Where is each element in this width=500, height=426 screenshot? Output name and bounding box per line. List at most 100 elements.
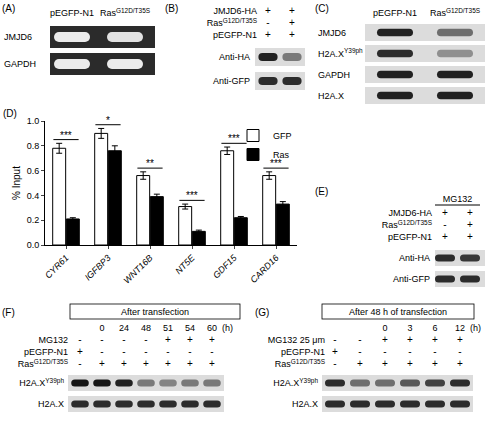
svg-text:After 48 h of transfection: After 48 h of transfection: [349, 307, 447, 317]
svg-text:54: 54: [185, 323, 195, 333]
svg-text:(G): (G): [255, 307, 269, 318]
svg-text:pEGFP-N1: pEGFP-N1: [213, 30, 257, 40]
svg-text:+: +: [289, 5, 295, 16]
svg-text:RasG12D/T35S: RasG12D/T35S: [18, 358, 69, 370]
svg-text:0: 0: [382, 323, 387, 333]
svg-text:(h): (h): [222, 323, 233, 333]
svg-text:Anti-HA: Anti-HA: [399, 253, 430, 263]
svg-text:+: +: [407, 334, 413, 345]
svg-text:+: +: [442, 207, 448, 218]
svg-text:pEGFP-N1: pEGFP-N1: [24, 347, 68, 357]
svg-text:0.2: 0.2: [27, 215, 40, 225]
svg-text:***: ***: [270, 158, 282, 169]
svg-text:JMJD6-HA: JMJD6-HA: [388, 208, 432, 218]
svg-text:(D): (D): [3, 108, 17, 119]
svg-text:0.8: 0.8: [27, 141, 40, 151]
svg-text:H2A.X: H2A.X: [318, 91, 344, 101]
svg-text:RasG12D/T35S: RasG12D/T35S: [382, 219, 433, 231]
svg-text:+: +: [289, 17, 295, 28]
svg-text:24: 24: [119, 323, 129, 333]
svg-text:MG132 25 μm: MG132 25 μm: [268, 335, 325, 345]
svg-text:+: +: [165, 334, 171, 345]
svg-text:+: +: [265, 5, 271, 16]
svg-text:+: +: [121, 358, 127, 369]
svg-text:-: -: [144, 346, 147, 357]
svg-text:Anti-GFP: Anti-GFP: [393, 274, 430, 284]
svg-text:***: ***: [60, 130, 72, 141]
svg-text:RasG12D/T35S: RasG12D/T35S: [430, 7, 481, 19]
svg-text:pEGFP-N1: pEGFP-N1: [281, 347, 325, 357]
svg-text:+: +: [467, 231, 473, 242]
svg-text:H2A.XY39ph: H2A.XY39ph: [318, 47, 363, 59]
svg-text:0.0: 0.0: [27, 240, 40, 250]
svg-text:(B): (B): [165, 3, 178, 14]
svg-text:-: -: [408, 346, 411, 357]
svg-text:-: -: [210, 346, 213, 357]
svg-text:After transfection: After transfection: [121, 307, 189, 317]
svg-text:+: +: [187, 334, 193, 345]
svg-text:-: -: [383, 346, 386, 357]
svg-text:RasG12D/T35S: RasG12D/T35S: [207, 17, 258, 29]
svg-text:-: -: [144, 334, 147, 345]
svg-text:0.6: 0.6: [27, 166, 40, 176]
svg-text:GAPDH: GAPDH: [4, 59, 36, 69]
svg-text:GDF15: GDF15: [211, 252, 239, 280]
svg-text:(C): (C): [315, 3, 329, 14]
svg-text:pEGFP-N1: pEGFP-N1: [388, 232, 432, 242]
svg-text:*: *: [106, 115, 110, 126]
svg-text:+: +: [187, 358, 193, 369]
svg-text:Anti-GFP: Anti-GFP: [213, 76, 250, 86]
svg-text:-: -: [122, 346, 125, 357]
svg-text:pEGFP-N1: pEGFP-N1: [373, 8, 417, 18]
svg-text:+: +: [407, 358, 413, 369]
svg-text:H2A.X: H2A.X: [38, 399, 64, 409]
svg-text:JMJD6: JMJD6: [318, 28, 346, 38]
svg-text:(F): (F): [2, 307, 15, 318]
svg-text:***: ***: [186, 190, 198, 201]
svg-text:-: -: [78, 334, 81, 345]
svg-text:+: +: [457, 358, 463, 369]
svg-text:51: 51: [163, 323, 173, 333]
svg-text:+: +: [209, 358, 215, 369]
svg-text:CARD16: CARD16: [248, 253, 280, 285]
svg-text:-: -: [358, 346, 361, 357]
svg-text:3: 3: [407, 323, 412, 333]
svg-text:+: +: [467, 207, 473, 218]
svg-text:+: +: [165, 358, 171, 369]
svg-text:pEGFP-N1: pEGFP-N1: [50, 8, 94, 18]
svg-text:-: -: [122, 334, 125, 345]
svg-text:(h): (h): [470, 323, 481, 333]
svg-text:+: +: [457, 334, 463, 345]
svg-text:(A): (A): [2, 3, 15, 14]
svg-text:RasG12D/T35S: RasG12D/T35S: [100, 7, 151, 19]
svg-text:-: -: [333, 334, 336, 345]
svg-text:WNT16B: WNT16B: [122, 253, 155, 286]
svg-text:-: -: [266, 17, 269, 28]
svg-text:H2A.X: H2A.X: [292, 399, 318, 409]
svg-text:GAPDH: GAPDH: [318, 70, 350, 80]
svg-text:+: +: [209, 334, 215, 345]
svg-text:0: 0: [99, 323, 104, 333]
svg-text:6: 6: [432, 323, 437, 333]
svg-text:-: -: [333, 358, 336, 369]
svg-text:12: 12: [455, 323, 465, 333]
svg-text:Ras: Ras: [273, 150, 290, 160]
svg-text:-: -: [433, 346, 436, 357]
svg-text:(E): (E): [315, 186, 328, 197]
svg-text:+: +: [289, 29, 295, 40]
svg-text:0.4: 0.4: [27, 191, 40, 201]
svg-text:***: ***: [228, 133, 240, 144]
svg-text:-: -: [78, 358, 81, 369]
svg-text:JMJD6-HA: JMJD6-HA: [213, 6, 257, 16]
svg-text:+: +: [432, 334, 438, 345]
svg-text:-: -: [188, 346, 191, 357]
svg-text:Anti-HA: Anti-HA: [219, 52, 250, 62]
svg-text:IGFBP3: IGFBP3: [83, 253, 113, 283]
svg-text:H2A.XY39ph: H2A.XY39ph: [19, 377, 64, 389]
svg-text:GFP: GFP: [273, 131, 292, 141]
svg-text:MG132: MG132: [443, 194, 473, 204]
svg-text:-: -: [443, 219, 446, 230]
svg-text:+: +: [357, 358, 363, 369]
svg-text:% Input: % Input: [11, 166, 22, 200]
svg-text:-: -: [100, 346, 103, 357]
